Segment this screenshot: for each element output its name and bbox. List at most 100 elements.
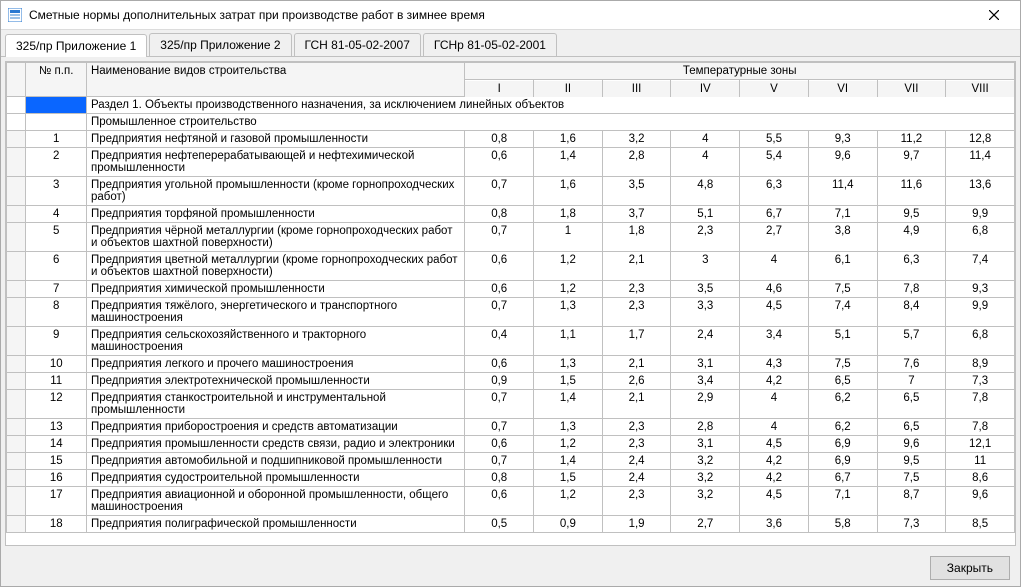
row-gutter [7,516,26,533]
cell-z1: 0,8 [465,206,534,223]
zone-header-5[interactable]: V [740,80,809,97]
table-row[interactable]: 1Предприятия нефтяной и газовой промышле… [7,131,1015,148]
row-gutter [7,131,26,148]
cell-z5: 4,3 [740,356,809,373]
zones-group-header[interactable]: Температурные зоны [465,63,1015,80]
table-row[interactable]: 15Предприятия автомобильной и подшипнико… [7,453,1015,470]
cell-z4: 2,3 [671,223,740,252]
cell-z1: 0,7 [465,453,534,470]
cell-z6: 5,1 [808,327,877,356]
tab-0[interactable]: 325/пр Приложение 1 [5,34,147,57]
cell-z6: 11,4 [808,177,877,206]
row-gutter [7,327,26,356]
table-row[interactable]: 18Предприятия полиграфической промышленн… [7,516,1015,533]
zone-header-2[interactable]: II [534,80,603,97]
cell-z3: 2,3 [602,281,671,298]
cell-z1: 0,6 [465,487,534,516]
row-name: Предприятия автомобильной и подшипниково… [86,453,464,470]
cell-z8: 7,4 [946,252,1015,281]
tab-3[interactable]: ГСНр 81-05-02-2001 [423,33,557,56]
cell-z2: 1,3 [534,356,603,373]
row-name: Предприятия угольной промышленности (кро… [86,177,464,206]
row-num: 5 [26,223,87,252]
zone-header-4[interactable]: IV [671,80,740,97]
cell-z7: 7,8 [877,281,946,298]
cell-z3: 2,6 [602,373,671,390]
table-row[interactable]: 4Предприятия торфяной промышленности0,81… [7,206,1015,223]
table-row[interactable]: 10Предприятия легкого и прочего машиност… [7,356,1015,373]
cell-z2: 1,6 [534,131,603,148]
cell-z4: 3,5 [671,281,740,298]
cell-z6: 7,1 [808,487,877,516]
cell-z2: 1,2 [534,487,603,516]
cell-z5: 6,3 [740,177,809,206]
cell-z4: 2,4 [671,327,740,356]
cell-z2: 1,2 [534,252,603,281]
data-grid[interactable]: № п.п. Наименование видов строительства … [6,62,1015,545]
row-name: Предприятия нефтеперерабатывающей и нефт… [86,148,464,177]
zone-header-1[interactable]: I [465,80,534,97]
table-row[interactable]: 16Предприятия судостроительной промышлен… [7,470,1015,487]
table-row[interactable]: 8Предприятия тяжёлого, энергетического и… [7,298,1015,327]
table-row[interactable]: 2Предприятия нефтеперерабатывающей и неф… [7,148,1015,177]
cell-z3: 3,2 [602,131,671,148]
cell-z8: 12,1 [946,436,1015,453]
gutter-col [7,63,26,97]
section-title: Промышленное строительство [86,114,1014,131]
zone-header-8[interactable]: VIII [946,80,1015,97]
cell-z5: 4,5 [740,298,809,327]
row-gutter [7,223,26,252]
cell-z4: 3,1 [671,436,740,453]
table-row[interactable]: 3Предприятия угольной промышленности (кр… [7,177,1015,206]
row-num: 8 [26,298,87,327]
table-row[interactable]: 13Предприятия приборостроения и средств … [7,419,1015,436]
content-pane: № п.п. Наименование видов строительства … [5,61,1016,546]
cell-z6: 6,5 [808,373,877,390]
row-gutter [7,298,26,327]
dialog-footer: Закрыть [1,550,1020,586]
table-row[interactable]: 11Предприятия электротехнической промышл… [7,373,1015,390]
table-row[interactable]: Промышленное строительство [7,114,1015,131]
cell-z8: 7,8 [946,390,1015,419]
row-gutter [7,390,26,419]
cell-z5: 5,5 [740,131,809,148]
cell-z7: 9,7 [877,148,946,177]
col-name-header[interactable]: Наименование видов строительства [86,63,464,97]
close-button[interactable]: Закрыть [930,556,1010,580]
window-close-button[interactable] [974,1,1014,29]
col-num-header[interactable]: № п.п. [26,63,87,97]
cell-z8: 13,6 [946,177,1015,206]
cell-z7: 7,6 [877,356,946,373]
cell-z7: 9,6 [877,436,946,453]
tab-2[interactable]: ГСН 81-05-02-2007 [294,33,421,56]
cell-z7: 7 [877,373,946,390]
table-row[interactable]: 14Предприятия промышленности средств свя… [7,436,1015,453]
cell-z3: 2,1 [602,356,671,373]
grid-body: Раздел 1. Объекты производственного назн… [7,97,1015,533]
table-row[interactable]: 12Предприятия станкостроительной и инстр… [7,390,1015,419]
table-row[interactable]: 6Предприятия цветной металлургии (кроме … [7,252,1015,281]
table-row[interactable]: 17Предприятия авиационной и оборонной пр… [7,487,1015,516]
row-num: 13 [26,419,87,436]
cell-z7: 7,5 [877,470,946,487]
grid-table: № п.п. Наименование видов строительства … [6,62,1015,533]
cell-z8: 8,6 [946,470,1015,487]
cell-z2: 1,4 [534,453,603,470]
table-row[interactable]: 5Предприятия чёрной металлургии (кроме г… [7,223,1015,252]
table-row[interactable]: Раздел 1. Объекты производственного назн… [7,97,1015,114]
tab-1[interactable]: 325/пр Приложение 2 [149,33,291,56]
zone-header-3[interactable]: III [602,80,671,97]
window-title: Сметные нормы дополнительных затрат при … [29,8,974,22]
cell-z4: 4 [671,148,740,177]
cell-z6: 7,5 [808,281,877,298]
table-row[interactable]: 9Предприятия сельскохозяйственного и тра… [7,327,1015,356]
cell-z5: 2,7 [740,223,809,252]
zone-header-7[interactable]: VII [877,80,946,97]
cell-z5: 4,2 [740,373,809,390]
cell-z8: 6,8 [946,327,1015,356]
cell-z3: 2,1 [602,252,671,281]
table-row[interactable]: 7Предприятия химической промышленности0,… [7,281,1015,298]
zone-header-6[interactable]: VI [808,80,877,97]
row-name: Предприятия химической промышленности [86,281,464,298]
row-name: Предприятия цветной металлургии (кроме г… [86,252,464,281]
